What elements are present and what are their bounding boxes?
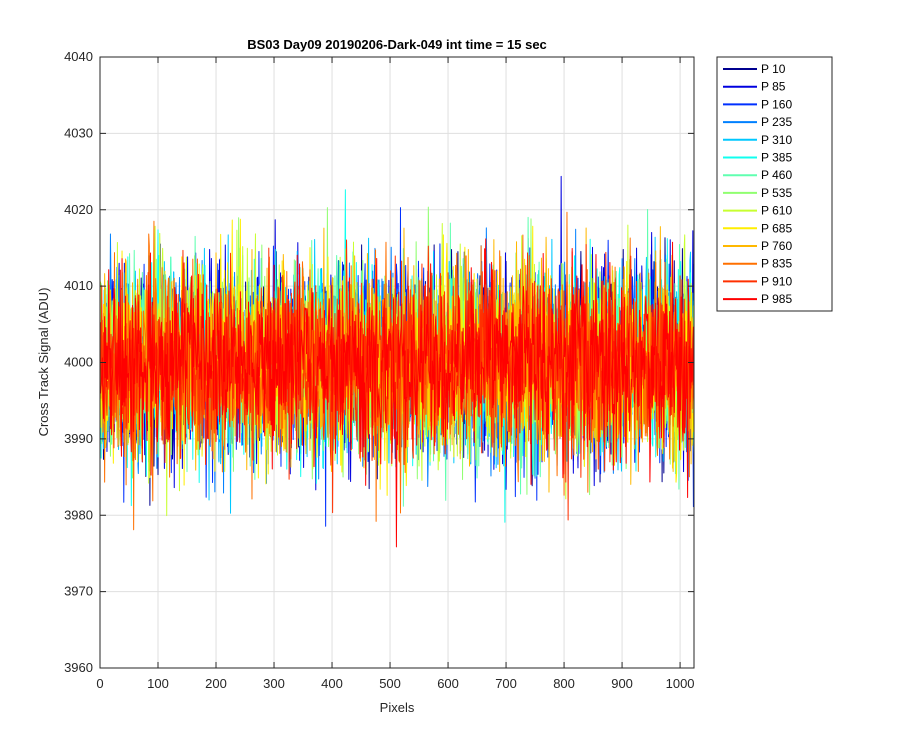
x-tick-label: 800 <box>553 676 575 691</box>
x-tick-labels: 0 100 200 300 400 500 600 700 800 900 1000 <box>96 676 694 691</box>
legend-label: P 910 <box>761 274 792 288</box>
y-tick-label: 4040 <box>64 49 93 64</box>
y-tick-label: 3990 <box>64 431 93 446</box>
x-tick-label: 900 <box>611 676 633 691</box>
y-axis-label: Cross Track Signal (ADU) <box>36 288 51 437</box>
y-tick-label: 4000 <box>64 355 93 370</box>
legend-label: P 460 <box>761 168 792 182</box>
legend: P 10 P 85 P 160 P 235 P 310 P 385 P 460 P 535 P … <box>716 56 833 312</box>
x-tick-label: 200 <box>205 676 227 691</box>
x-tick-label: 400 <box>321 676 343 691</box>
series-layer <box>100 175 695 548</box>
y-tick-label: 3980 <box>64 507 93 522</box>
legend-label: P 685 <box>761 221 792 235</box>
legend-label: P 760 <box>761 239 792 253</box>
x-tick-label: 100 <box>147 676 169 691</box>
x-tick-label: 300 <box>263 676 285 691</box>
x-tick-label: 500 <box>379 676 401 691</box>
legend-label: P 10 <box>761 62 786 76</box>
y-tick-label: 4030 <box>64 125 93 140</box>
legend-label: P 235 <box>761 115 792 129</box>
legend-label: P 160 <box>761 97 792 111</box>
y-tick-label: 3960 <box>64 660 93 675</box>
legend-label: P 610 <box>761 204 792 218</box>
series-line <box>100 238 695 548</box>
axes <box>99 56 695 669</box>
legend-label: P 535 <box>761 186 792 200</box>
legend-label: P 85 <box>761 80 786 94</box>
legend-label: P 310 <box>761 133 792 147</box>
x-tick-label: 600 <box>437 676 459 691</box>
y-tick-labels: 3960 3970 3980 3990 4000 4010 4020 4030 4040 <box>64 49 93 675</box>
y-tick-label: 3970 <box>64 584 93 599</box>
y-tick-label: 4010 <box>64 278 93 293</box>
chart-title: BS03 Day09 20190206-Dark-049 int time = … <box>247 37 547 52</box>
x-tick-label: 700 <box>495 676 517 691</box>
x-axis-label: Pixels <box>380 700 415 715</box>
legend-label: P 985 <box>761 292 792 306</box>
legend-label: P 835 <box>761 257 792 271</box>
x-tick-label: 0 <box>96 676 103 691</box>
x-tick-label: 1000 <box>666 676 695 691</box>
legend-label: P 385 <box>761 151 792 165</box>
y-tick-label: 4020 <box>64 202 93 217</box>
